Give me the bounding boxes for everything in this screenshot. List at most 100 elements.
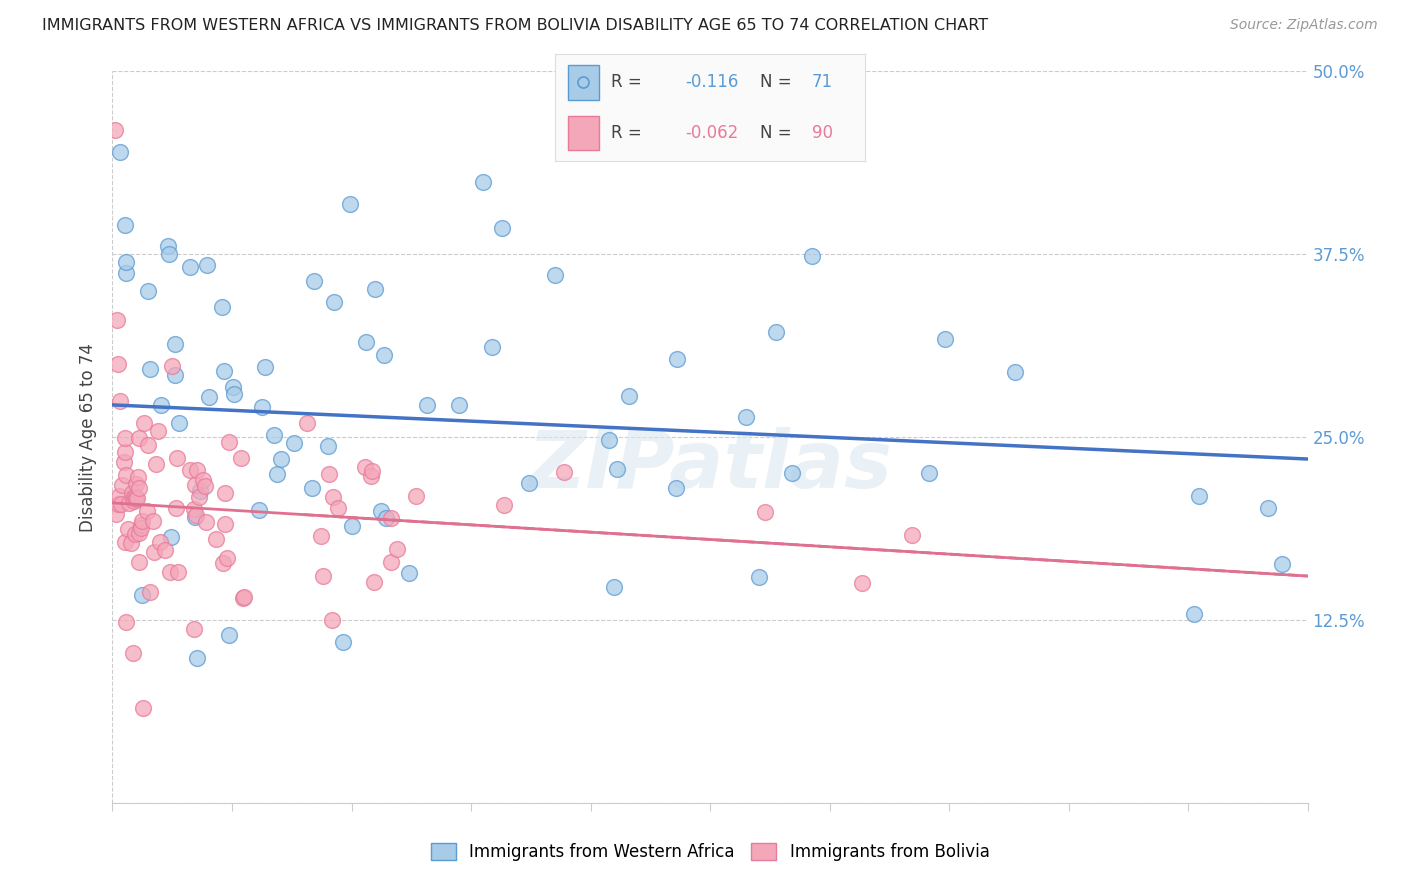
Point (231, 450, 253, 465)
Point (380, 510, 402, 524)
Point (283, 436, 305, 450)
Point (754, 505, 776, 519)
Point (163, 337, 186, 351)
Point (121, 486, 143, 500)
Point (748, 570, 770, 584)
Point (149, 535, 172, 549)
Point (145, 457, 167, 471)
Point (179, 462, 201, 476)
Point (218, 435, 240, 450)
Point (166, 565, 188, 579)
Point (544, 268, 567, 282)
Point (416, 399, 439, 413)
Point (124, 490, 146, 504)
Point (104, 123, 127, 137)
Point (165, 501, 187, 516)
Point (118, 495, 141, 509)
Point (1188, 489, 1211, 503)
Point (398, 566, 420, 581)
Point (354, 334, 377, 349)
Point (127, 491, 149, 505)
Point (122, 646, 145, 660)
Point (211, 556, 233, 570)
Point (517, 476, 540, 491)
Point (194, 515, 217, 529)
Point (553, 465, 575, 479)
FancyBboxPatch shape (568, 65, 599, 100)
Point (342, 519, 364, 533)
Point (214, 516, 236, 531)
Point (135, 504, 157, 518)
Point (360, 464, 382, 478)
Point (105, 313, 128, 327)
Point (211, 300, 233, 314)
Point (214, 486, 236, 500)
Point (179, 260, 201, 274)
Point (110, 497, 132, 511)
Point (481, 340, 503, 354)
Point (107, 497, 129, 511)
Point (112, 455, 135, 469)
Point (183, 501, 205, 516)
Point (665, 481, 688, 495)
Point (934, 332, 956, 346)
Point (183, 622, 205, 636)
Point (114, 615, 136, 629)
Point (387, 542, 409, 557)
Point (108, 145, 131, 159)
Text: R =: R = (612, 124, 641, 142)
Point (297, 417, 319, 431)
Point (128, 431, 150, 445)
FancyBboxPatch shape (568, 116, 599, 150)
Point (339, 197, 361, 211)
Point (666, 351, 689, 366)
Point (149, 398, 172, 412)
Point (114, 431, 136, 445)
Point (373, 348, 395, 362)
Point (131, 700, 153, 714)
Point (472, 175, 495, 189)
Point (224, 387, 246, 401)
Point (360, 469, 382, 483)
Point (136, 284, 159, 298)
Point (120, 536, 142, 550)
Point (142, 514, 165, 528)
Point (129, 521, 152, 535)
Point (163, 368, 186, 382)
Point (1182, 607, 1205, 622)
Point (354, 459, 377, 474)
Point (247, 503, 270, 517)
Point (773, 95, 796, 109)
Point (318, 467, 340, 481)
Point (270, 451, 292, 466)
Point (250, 400, 273, 414)
Point (380, 555, 402, 569)
Point (132, 416, 155, 430)
Point (128, 555, 150, 569)
Point (205, 532, 228, 546)
Point (108, 489, 131, 503)
Point (449, 398, 471, 412)
Point (212, 364, 235, 378)
Text: IMMIGRANTS FROM WESTERN AFRICA VS IMMIGRANTS FROM BOLIVIA DISABILITY AGE 65 TO 7: IMMIGRANTS FROM WESTERN AFRICA VS IMMIGR… (42, 18, 988, 33)
Point (195, 258, 218, 272)
Legend: Immigrants from Western Africa, Immigrants from Bolivia: Immigrants from Western Africa, Immigran… (425, 836, 995, 868)
Point (138, 437, 160, 451)
Point (124, 526, 146, 541)
Point (782, 467, 804, 481)
Point (188, 483, 211, 498)
Point (405, 489, 427, 503)
Text: 71: 71 (813, 73, 834, 91)
Point (316, 439, 339, 453)
Point (153, 542, 176, 557)
Point (598, 434, 620, 448)
Point (121, 491, 143, 505)
Text: -0.116: -0.116 (685, 73, 738, 91)
Text: N =: N = (759, 124, 792, 142)
Point (124, 493, 146, 508)
Point (1257, 500, 1279, 515)
Point (311, 569, 333, 583)
Point (302, 274, 325, 288)
Point (194, 478, 217, 492)
Point (215, 551, 238, 566)
